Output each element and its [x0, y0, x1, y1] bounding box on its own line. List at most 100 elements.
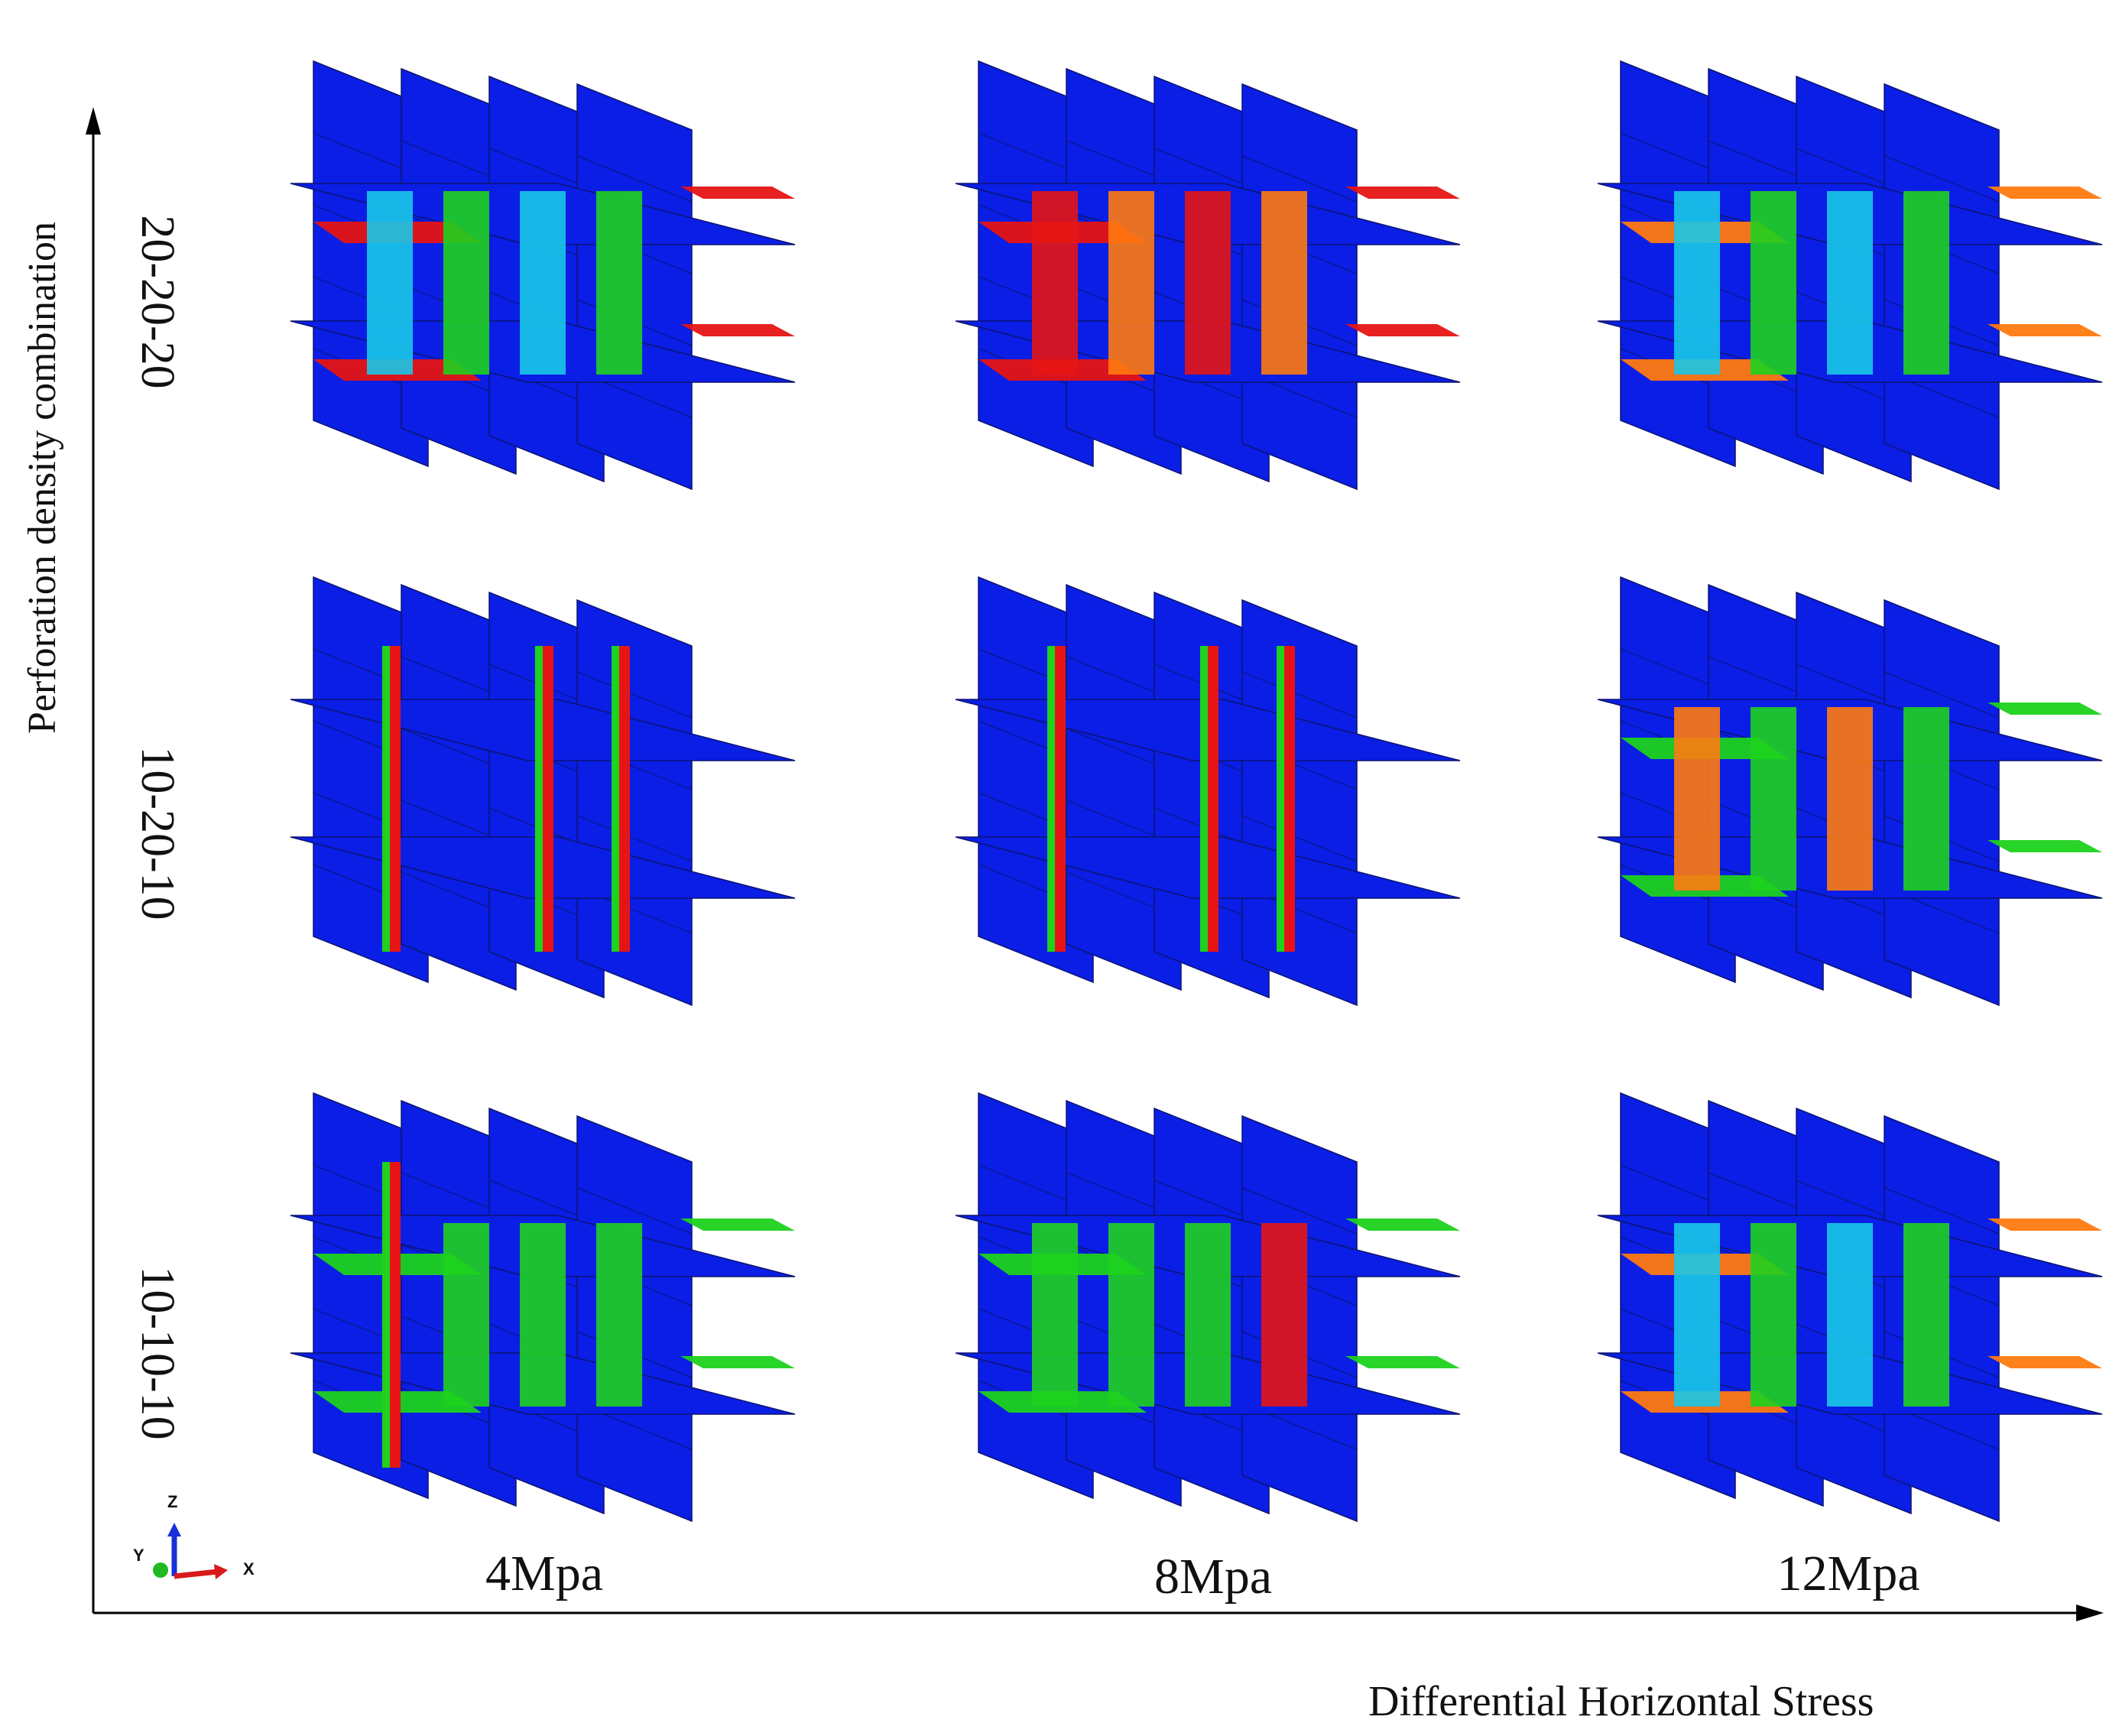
triad-z-label: Z [167, 1492, 178, 1511]
mesh-line [576, 671, 693, 719]
row-label-20-20-20: 20-20-20 [131, 215, 183, 389]
slab-fill-right [1988, 187, 2102, 199]
column-label-4mpa: 4Mpa [485, 1546, 603, 1601]
fracture-propagation-band [443, 191, 489, 375]
fracture-front-halo [382, 646, 390, 952]
fracture-propagation-band [1261, 1223, 1307, 1407]
y-axis-title: Perforation density combination [21, 221, 64, 735]
slab-fill-right [680, 1356, 795, 1368]
x-axis-title: Differential Horizontal Stress [1368, 1678, 1874, 1725]
triad-x-label: X [243, 1559, 255, 1579]
slab-fill-right [1345, 187, 1460, 199]
mesh-line [1241, 155, 1358, 203]
mesh-line [576, 155, 693, 203]
mesh-line [1884, 1187, 2000, 1235]
coordinate-triad [153, 1523, 228, 1579]
triad-x-axis [174, 1569, 219, 1579]
fracture-propagation-band [520, 191, 566, 375]
triad-y-dot [153, 1562, 168, 1578]
mesh-line [576, 815, 693, 862]
column-label-8mpa: 8Mpa [1154, 1549, 1272, 1605]
slab-fill-right [1345, 1218, 1460, 1231]
row-label-10-10-10: 10-10-10 [131, 1266, 183, 1440]
fracture-propagation-band [1827, 191, 1873, 375]
fracture-propagation-band [367, 191, 413, 375]
fracture-propagation-band [1674, 707, 1720, 891]
fracture-panels [290, 60, 2103, 1523]
y-axis-arrow [86, 107, 101, 135]
mesh-line [1884, 671, 2000, 719]
fracture-front-halo [382, 1162, 390, 1468]
panel-r1-c0 [290, 576, 796, 1007]
fracture-front-line [619, 646, 630, 952]
fracture-propagation-band [443, 1223, 489, 1407]
mesh-line [1241, 671, 1358, 719]
fracture-front-halo [1200, 646, 1208, 952]
fracture-propagation-band [1903, 1223, 1949, 1407]
fracture-propagation-band [1185, 1223, 1231, 1407]
fracture-propagation-band [1185, 191, 1231, 375]
slab-fill-right [1988, 324, 2102, 336]
mesh-line [1241, 815, 1358, 862]
fracture-propagation-band [1903, 191, 1949, 375]
slab-fill-right [680, 324, 795, 336]
slab-fill-right [1988, 840, 2102, 852]
fracture-front-halo [535, 646, 543, 952]
slab-fill-right [680, 187, 795, 199]
fracture-front-line [1284, 646, 1295, 952]
fracture-propagation-band [1827, 707, 1873, 891]
fracture-front-line [390, 646, 401, 952]
fracture-propagation-band [1032, 191, 1078, 375]
fracture-front-line [1055, 646, 1066, 952]
fracture-propagation-band [520, 1223, 566, 1407]
panel-r0-c2 [1597, 60, 2103, 491]
fracture-propagation-band [1674, 1223, 1720, 1407]
fracture-propagation-band [1032, 1223, 1078, 1407]
panel-r2-c2 [1597, 1092, 2103, 1523]
slab-fill-right [1988, 1356, 2102, 1368]
fracture-front-line [390, 1162, 401, 1468]
panel-r1-c1 [955, 576, 1461, 1007]
vertical-fracture-plane [401, 583, 517, 991]
slab-fill-right [1345, 324, 1460, 336]
vertical-fracture-plane [1066, 583, 1182, 991]
fracture-front-halo [1047, 646, 1055, 952]
column-label-12mpa: 12Mpa [1777, 1546, 1920, 1601]
fracture-propagation-band [596, 1223, 642, 1407]
fracture-front-halo [612, 646, 619, 952]
slab-fill-right [1988, 703, 2102, 715]
panel-r1-c2 [1597, 576, 2103, 1007]
mesh-line [1241, 1187, 1358, 1235]
vertical-fracture-plane [1241, 599, 1358, 1007]
fracture-propagation-band [1108, 1223, 1154, 1407]
fracture-propagation-band [1108, 191, 1154, 375]
fracture-propagation-band [1751, 707, 1796, 891]
fracture-front-halo [1277, 646, 1284, 952]
x-axis-arrow [2076, 1605, 2104, 1621]
fracture-propagation-band [1674, 191, 1720, 375]
fracture-propagation-band [1751, 1223, 1796, 1407]
triad-x-arrow [214, 1564, 228, 1579]
fracture-propagation-band [1261, 191, 1307, 375]
fracture-front-line [543, 646, 553, 952]
triad-z-arrow [167, 1523, 181, 1536]
fracture-propagation-band [596, 191, 642, 375]
slab-fill-right [1345, 1356, 1460, 1368]
panel-r0-c1 [955, 60, 1461, 491]
fracture-front-line [1208, 646, 1219, 952]
fracture-propagation-band [1903, 707, 1949, 891]
fracture-propagation-band [1827, 1223, 1873, 1407]
mesh-line [1884, 155, 2000, 203]
row-label-10-20-10: 10-20-10 [131, 746, 183, 920]
triad-y-label: Y [133, 1546, 144, 1565]
slab-fill-right [680, 1218, 795, 1231]
fracture-propagation-band [1751, 191, 1796, 375]
panel-r2-c1 [955, 1092, 1461, 1523]
vertical-fracture-plane [576, 599, 693, 1007]
panel-r2-c0 [290, 1092, 796, 1523]
panel-r0-c0 [290, 60, 796, 491]
mesh-line [576, 1187, 693, 1235]
slab-fill-right [1988, 1218, 2102, 1231]
